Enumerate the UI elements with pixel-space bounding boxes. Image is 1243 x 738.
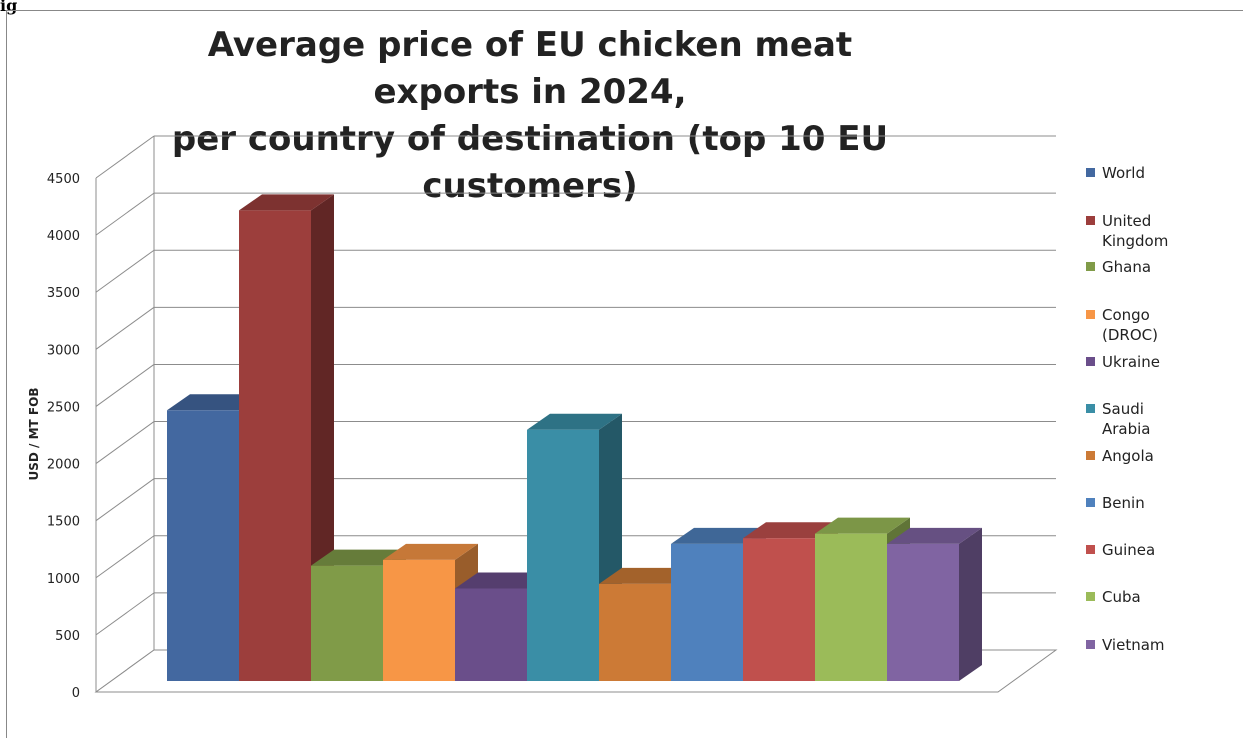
bar-top bbox=[383, 543, 478, 560]
legend-label: Guinea bbox=[1102, 541, 1156, 559]
bar-front bbox=[527, 429, 599, 681]
legend-label: Angola bbox=[1102, 447, 1154, 465]
figure-label: ig bbox=[0, 0, 18, 15]
bar-top bbox=[815, 517, 910, 534]
side-gridline-5 bbox=[95, 364, 155, 407]
legend-item: World bbox=[1086, 163, 1236, 183]
bar-side bbox=[959, 527, 982, 681]
bar-top bbox=[887, 527, 982, 544]
chart-title-line-2: per country of destination (top 10 EU cu… bbox=[171, 119, 889, 206]
y-tick-label-0: 0 bbox=[72, 686, 80, 701]
bar-top bbox=[743, 522, 838, 539]
legend-label: Benin bbox=[1102, 494, 1145, 512]
side-gridline-3 bbox=[95, 478, 155, 522]
y-tick-label-7: 3500 bbox=[47, 286, 80, 301]
legend-label: Ukraine bbox=[1102, 353, 1160, 371]
legend-item: Benin bbox=[1086, 493, 1236, 513]
y-tick-label-9: 4500 bbox=[47, 172, 80, 187]
legend-item: Vietnam bbox=[1086, 635, 1236, 655]
bar-top bbox=[599, 567, 694, 584]
side-gridline-4 bbox=[95, 421, 155, 464]
y-tick-label-4: 2000 bbox=[47, 458, 80, 473]
y-tick-label-3: 1500 bbox=[47, 515, 80, 530]
legend-label: Ghana bbox=[1102, 258, 1152, 276]
bar-front bbox=[743, 538, 815, 681]
side-gridline-1 bbox=[95, 592, 155, 636]
y-axis-title: USD / MT FOB bbox=[27, 388, 41, 481]
side-gridline-9 bbox=[95, 135, 155, 179]
side-gridline-6 bbox=[95, 306, 155, 350]
bar-top bbox=[311, 549, 406, 566]
legend-swatch bbox=[1086, 545, 1095, 554]
legend-swatch bbox=[1086, 404, 1095, 413]
bar-front bbox=[167, 410, 239, 681]
side-gridline-2 bbox=[95, 535, 155, 579]
legend-label: United Kingdom bbox=[1102, 212, 1169, 250]
legend-item: Guinea bbox=[1086, 540, 1236, 560]
legend-label: Cuba bbox=[1102, 588, 1141, 606]
legend-swatch bbox=[1086, 310, 1095, 319]
side-gridline-8 bbox=[95, 192, 155, 236]
legend-item: Cuba bbox=[1086, 587, 1236, 607]
legend-item: Congo (DROC) bbox=[1086, 305, 1236, 345]
bar-top bbox=[167, 394, 262, 411]
bar-top bbox=[671, 527, 766, 544]
bar-top bbox=[455, 572, 550, 589]
legend-swatch bbox=[1086, 357, 1095, 366]
y-tick-label-6: 3000 bbox=[47, 343, 80, 358]
legend-swatch bbox=[1086, 498, 1095, 507]
bar-front bbox=[887, 543, 959, 681]
legend-item: Angola bbox=[1086, 446, 1236, 466]
bar-top bbox=[527, 413, 622, 430]
chart-title-line-1: Average price of EU chicken meat exports… bbox=[207, 25, 853, 112]
legend-swatch bbox=[1086, 451, 1095, 460]
legend-item: United Kingdom bbox=[1086, 211, 1236, 251]
bar-front bbox=[815, 533, 887, 681]
side-gridline-7 bbox=[95, 249, 155, 293]
legend-swatch bbox=[1086, 640, 1095, 649]
bar-front bbox=[671, 543, 743, 681]
legend-label: Saudi Arabia bbox=[1102, 400, 1151, 438]
legend-label: World bbox=[1102, 164, 1145, 182]
legend-item: Ghana bbox=[1086, 257, 1236, 277]
chart-frame bbox=[6, 10, 1243, 738]
bar-front bbox=[599, 583, 671, 681]
legend-swatch bbox=[1086, 168, 1095, 177]
bar-vietnam bbox=[887, 527, 982, 681]
y-tick-label-1: 500 bbox=[55, 629, 80, 644]
bar-front bbox=[239, 210, 311, 681]
y-tick-label-5: 2500 bbox=[47, 400, 80, 415]
legend-item: Saudi Arabia bbox=[1086, 399, 1236, 439]
legend-label: Congo (DROC) bbox=[1102, 306, 1158, 344]
bar-front bbox=[383, 559, 455, 681]
legend-swatch bbox=[1086, 216, 1095, 225]
chart-title: Average price of EU chicken meat exports… bbox=[160, 22, 900, 210]
bar-top bbox=[239, 194, 334, 211]
legend-label: Vietnam bbox=[1102, 636, 1165, 654]
legend-swatch bbox=[1086, 262, 1095, 271]
y-tick-label-8: 4000 bbox=[47, 229, 80, 244]
legend-swatch bbox=[1086, 592, 1095, 601]
y-tick-label-2: 1000 bbox=[47, 572, 80, 587]
bar-front bbox=[311, 565, 383, 681]
legend-item: Ukraine bbox=[1086, 352, 1236, 372]
bar-front bbox=[455, 588, 527, 681]
